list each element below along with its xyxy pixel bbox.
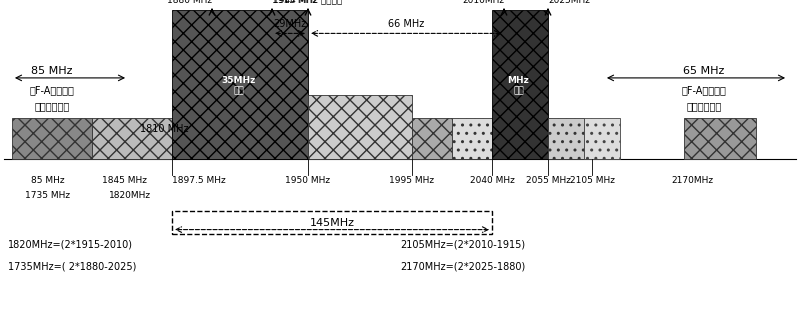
Text: 2010MHz: 2010MHz (462, 0, 504, 5)
Bar (172, 10, 308, 159)
Text: 1810 MHz: 1810 MHz (140, 124, 189, 134)
Bar (452, 118, 492, 159)
Bar (308, 95, 412, 159)
Bar (412, 118, 452, 159)
Text: 1944 MHz·中心频率: 1944 MHz·中心频率 (274, 0, 342, 5)
Text: 的交调频段）: 的交调频段） (34, 101, 70, 111)
Bar (12, 118, 92, 159)
Bar (548, 118, 584, 159)
Text: 1845 MHz: 1845 MHz (102, 176, 146, 185)
Text: 85 MHz: 85 MHz (31, 66, 73, 76)
Text: 1897.5 MHz: 1897.5 MHz (172, 176, 226, 185)
Text: 66 MHz: 66 MHz (388, 19, 424, 29)
Text: 145MHz: 145MHz (310, 218, 354, 228)
Text: 1995 MHz: 1995 MHz (390, 176, 434, 185)
Text: MHz
频段: MHz 频段 (507, 76, 530, 96)
Bar (584, 118, 620, 159)
Text: 2105MHz=(2*2010-1915): 2105MHz=(2*2010-1915) (400, 240, 525, 250)
Bar (492, 10, 548, 159)
Text: 1915 MHz: 1915 MHz (272, 0, 317, 5)
Text: 65 MHz: 65 MHz (683, 66, 725, 76)
Text: 35MHz
频段: 35MHz 频段 (222, 76, 255, 96)
Text: 1820MHz=(2*1915-2010): 1820MHz=(2*1915-2010) (8, 240, 133, 250)
Text: 1820MHz: 1820MHz (109, 191, 150, 200)
Text: 的交调频段）: 的交调频段） (686, 101, 722, 111)
Text: 29MHz: 29MHz (274, 19, 306, 29)
Text: 2040 MHz: 2040 MHz (470, 176, 514, 185)
Text: （F-A频段之间: （F-A频段之间 (682, 86, 726, 95)
Bar (92, 118, 172, 159)
Bar (172, 211, 492, 234)
Bar (684, 118, 756, 159)
Text: 2105 MHz: 2105 MHz (570, 176, 614, 185)
Text: 2055 MHz: 2055 MHz (526, 176, 570, 185)
Text: 1735MHz=( 2*1880-2025): 1735MHz=( 2*1880-2025) (8, 262, 136, 272)
Text: 1735 MHz: 1735 MHz (26, 191, 70, 200)
Text: 1950 MHz: 1950 MHz (286, 176, 330, 185)
Text: 85 MHz: 85 MHz (31, 176, 65, 185)
Text: 2170MHz: 2170MHz (671, 176, 713, 185)
Text: 1880 MHz: 1880 MHz (167, 0, 212, 5)
Text: （F-A频段之间: （F-A频段之间 (30, 86, 74, 95)
Text: 2170MHz=(2*2025-1880): 2170MHz=(2*2025-1880) (400, 262, 526, 272)
Text: 2025MHz: 2025MHz (548, 0, 590, 5)
